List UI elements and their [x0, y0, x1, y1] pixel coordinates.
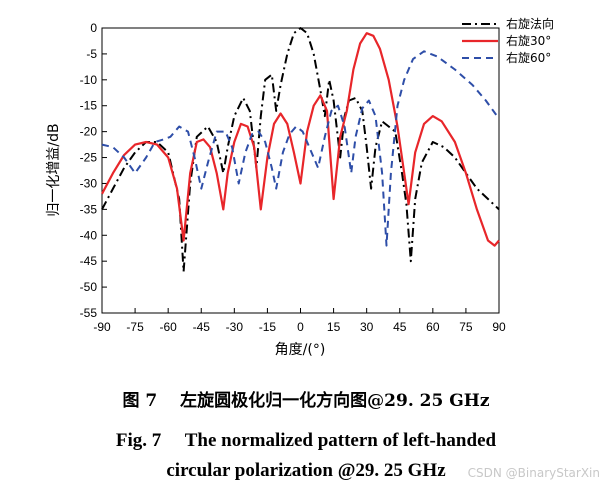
x-tick-label: -75 — [126, 320, 144, 334]
x-tick-label: -90 — [93, 320, 111, 334]
y-tick-label: -50 — [80, 280, 98, 294]
plot-frame — [101, 27, 500, 314]
x-tick-label: -30 — [226, 320, 244, 334]
x-tick-label: 0 — [297, 320, 304, 334]
x-tick-label: 45 — [393, 320, 407, 334]
tick-labels: -90 -75 -60 -45 -30 -15 0 15 30 45 60 75 90 0 -5 -10 -15… — [80, 21, 506, 334]
y-tick-label: -5 — [86, 47, 97, 61]
x-tick-label: -45 — [193, 320, 211, 334]
series-line-1 — [101, 32, 500, 247]
legend-label-0: 右旋法向 — [506, 16, 554, 31]
y-tick-label: -15 — [80, 99, 98, 113]
pattern-chart: -90 -75 -60 -45 -30 -15 0 15 30 45 60 75 90 0 -5 -10 -15… — [45, 16, 554, 358]
series-line-2 — [101, 50, 500, 247]
x-tick-label: 60 — [426, 320, 440, 334]
watermark: CSDN @BinaryStarXin — [467, 466, 600, 480]
legend-label-1: 右旋30° — [506, 33, 551, 48]
x-tick-label: 90 — [492, 320, 506, 334]
y-tick-label: -10 — [80, 73, 98, 87]
axis-ticks — [101, 27, 500, 314]
y-tick-label: -40 — [80, 228, 98, 242]
y-tick-label: -25 — [80, 151, 98, 165]
y-tick-label: -45 — [80, 254, 98, 268]
x-tick-label: 30 — [360, 320, 374, 334]
legend-label-2: 右旋60° — [506, 50, 551, 65]
x-tick-label: 15 — [327, 320, 341, 334]
x-tick-label: -60 — [159, 320, 177, 334]
y-tick-label: 0 — [90, 21, 97, 35]
y-tick-label: -35 — [80, 202, 98, 216]
caption-chinese: 图 7 左旋圆极化归一化方向图@29. 25 GHz — [122, 391, 490, 411]
x-tick-label: -15 — [259, 320, 277, 334]
y-tick-label: -55 — [80, 306, 98, 320]
caption-english-line2: circular polarization @29. 25 GHz — [166, 460, 446, 481]
y-tick-label: -20 — [80, 125, 98, 139]
y-tick-label: -30 — [80, 176, 98, 190]
x-tick-label: 75 — [459, 320, 473, 334]
x-axis-label: 角度/(°) — [275, 342, 326, 358]
caption-english-line1: Fig. 7 The normalized pattern of left-ha… — [115, 430, 497, 451]
series-line-0 — [101, 27, 500, 273]
y-axis-label: 归一化增益/dB — [45, 123, 62, 216]
series-layer — [101, 27, 500, 273]
